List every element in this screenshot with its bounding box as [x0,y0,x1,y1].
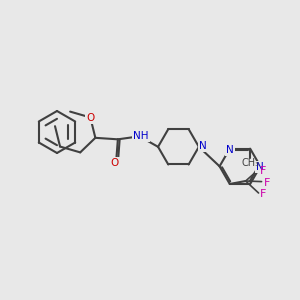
Text: NH: NH [133,131,149,141]
Text: N: N [226,145,234,155]
Text: N: N [256,162,264,172]
Text: F: F [260,166,266,176]
Text: O: O [111,158,119,168]
Text: F: F [263,178,270,188]
Text: N: N [199,141,206,151]
Text: F: F [260,189,266,199]
Text: CH₃: CH₃ [241,158,259,168]
Text: O: O [86,113,94,123]
